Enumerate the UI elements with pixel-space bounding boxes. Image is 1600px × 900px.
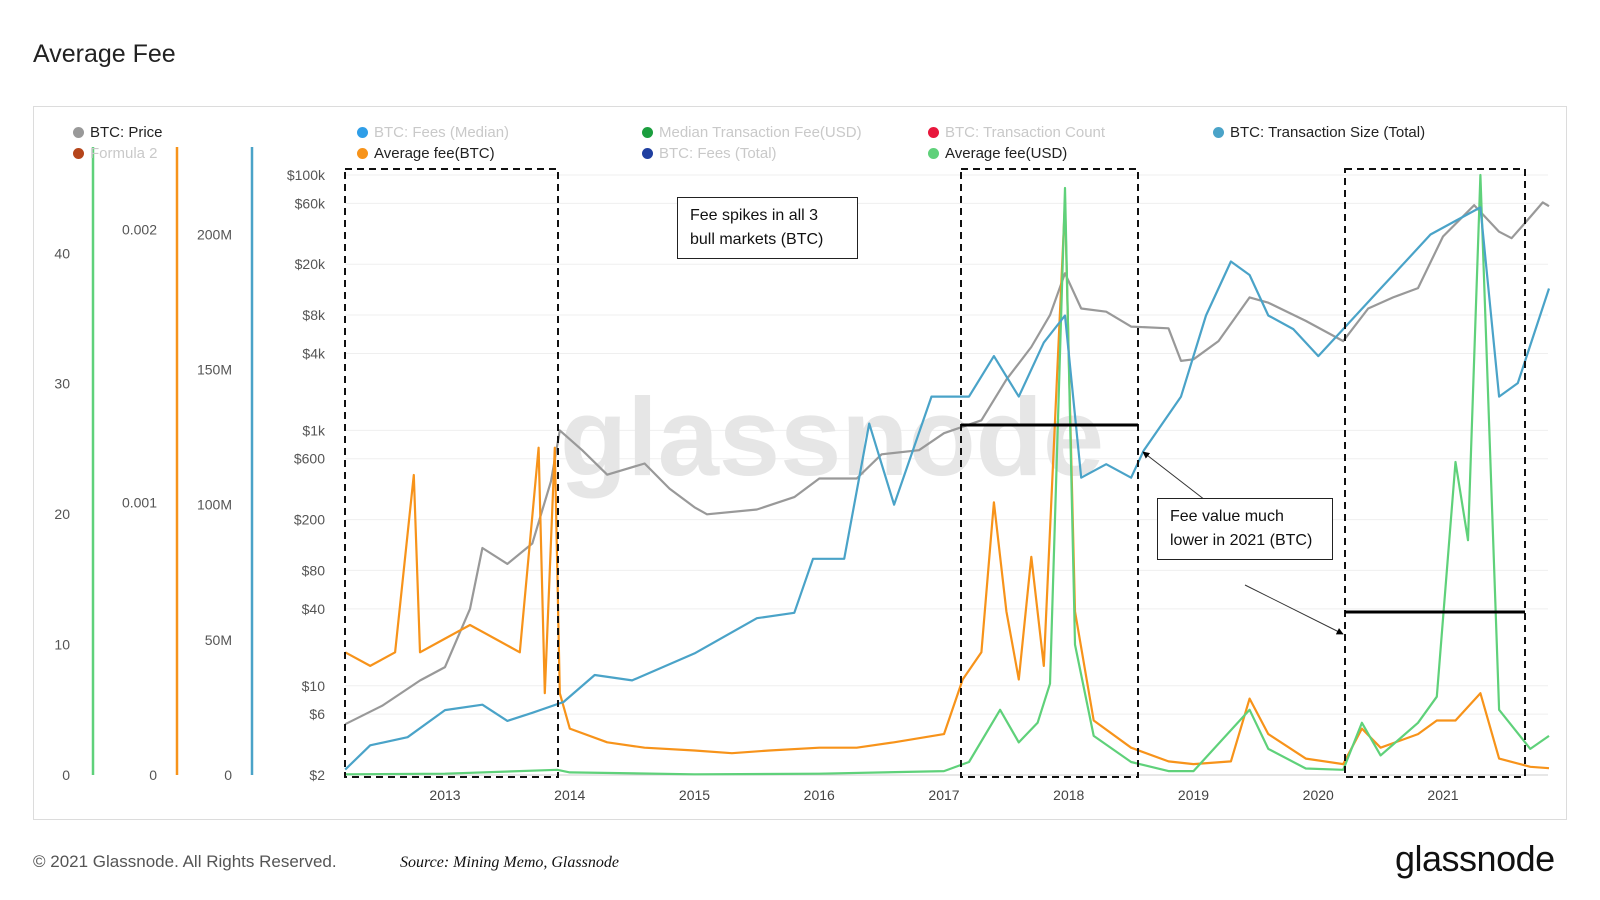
avg_fee_usd-tick-label: 0 [62, 767, 70, 783]
watermark: glassnode [560, 376, 1104, 499]
legend-dot [73, 148, 84, 159]
tx_size-tick-label: 200M [197, 226, 232, 242]
avg_fee_btc-tick-label: 0 [149, 767, 157, 783]
annotation-overlays [344, 168, 1526, 778]
x-tick-label: 2019 [1178, 787, 1209, 803]
series-line-average-fee-btc- [344, 201, 1550, 770]
price-tick-label: $6 [309, 706, 325, 722]
legend-item[interactable]: Median Transaction Fee(USD) [642, 124, 862, 141]
legend-label: Average fee(BTC) [374, 145, 495, 162]
legend-dot [357, 148, 368, 159]
arrow-to-2017 [1142, 451, 1206, 501]
series-group [344, 173, 1551, 776]
tx_size-tick-label: 50M [205, 632, 232, 648]
legend-label: BTC: Transaction Size (Total) [1230, 124, 1426, 141]
legend-dot [357, 127, 368, 138]
price-tick-label: $40 [302, 601, 326, 617]
avg_fee_usd-tick-label: 30 [54, 376, 70, 392]
legend-dot [642, 148, 653, 159]
avg_fee_btc-tick-label: 0.001 [122, 494, 157, 510]
price-tick-label: $2 [309, 767, 325, 783]
legend-item[interactable]: Average fee(USD) [928, 145, 1067, 162]
legend-item[interactable]: BTC: Transaction Count [928, 124, 1105, 141]
price-tick-label: $200 [294, 512, 325, 528]
legend-dot [928, 148, 939, 159]
price-tick-label: $8k [302, 307, 326, 323]
bull-market-box [344, 168, 559, 778]
price-tick-label: $600 [294, 451, 325, 467]
tx_size-tick-label: 0 [224, 767, 232, 783]
x-tick-label: 2021 [1427, 787, 1458, 803]
arrow-to-2021 [1244, 584, 1344, 635]
avg_fee_usd-tick-label: 40 [54, 245, 70, 261]
x-tick-label: 2018 [1053, 787, 1084, 803]
price-tick-label: $10 [302, 678, 326, 694]
bull-market-box [960, 168, 1139, 778]
legend-dot [642, 127, 653, 138]
footer-source: Source: Mining Memo, Glassnode [400, 854, 619, 871]
series-line-average-fee-usd- [345, 173, 1550, 776]
price-tick-label: $100k [287, 167, 326, 183]
avg_fee_usd-tick-label: 10 [54, 637, 70, 653]
x-tick-label: 2016 [804, 787, 835, 803]
legend-item[interactable]: Formula 2 [73, 145, 158, 162]
legend-item[interactable]: BTC: Fees (Median) [357, 124, 509, 141]
legend-label: BTC: Price [90, 124, 163, 141]
x-tick-label: 2020 [1303, 787, 1334, 803]
x-tick-label: 2017 [928, 787, 959, 803]
chart-title: Average Fee [33, 40, 176, 68]
legend-label: BTC: Fees (Total) [659, 145, 777, 162]
avg_fee_usd-tick-label: 20 [54, 506, 70, 522]
annotation-fee-lower: Fee value much lower in 2021 (BTC) [1157, 498, 1333, 560]
tx_size-tick-label: 100M [197, 497, 232, 513]
avg_fee_btc-tick-label: 0.002 [122, 222, 157, 238]
x-tick-label: 2013 [429, 787, 460, 803]
x-tick-label: 2015 [679, 787, 710, 803]
legend-dot [1213, 127, 1224, 138]
bull-market-box [1344, 168, 1526, 778]
footer-copyright: © 2021 Glassnode. All Rights Reserved. [33, 852, 337, 871]
legend-dot [928, 127, 939, 138]
legend-label: Formula 2 [90, 145, 158, 162]
legend-item[interactable]: BTC: Fees (Total) [642, 145, 777, 162]
legend-item[interactable]: BTC: Price [73, 124, 163, 141]
brand-logo: glassnode [1395, 838, 1555, 879]
price-tick-label: $1k [302, 422, 326, 438]
legend-label: BTC: Transaction Count [945, 124, 1106, 141]
legend-item[interactable]: Average fee(BTC) [357, 145, 495, 162]
price-tick-label: $80 [302, 562, 326, 578]
legend-item[interactable]: BTC: Transaction Size (Total) [1213, 124, 1425, 141]
price-tick-label: $4k [302, 345, 326, 361]
legend-label: Median Transaction Fee(USD) [659, 124, 862, 141]
axes: $2 $6 $10 $40 $80 $200 $600 $1k $4k $8k $20k $60k $1… [54, 147, 1548, 803]
legend-dot [73, 127, 84, 138]
legend-label: BTC: Fees (Median) [374, 124, 510, 141]
annotation-fee-spikes: Fee spikes in all 3 bull markets (BTC) [677, 197, 858, 259]
legend-label: Average fee(USD) [945, 145, 1068, 162]
price-tick-label: $60k [295, 195, 326, 211]
price-tick-label: $20k [295, 256, 326, 272]
x-tick-label: 2014 [554, 787, 585, 803]
tx_size-tick-label: 150M [197, 362, 232, 378]
chart-panel [33, 106, 1567, 820]
